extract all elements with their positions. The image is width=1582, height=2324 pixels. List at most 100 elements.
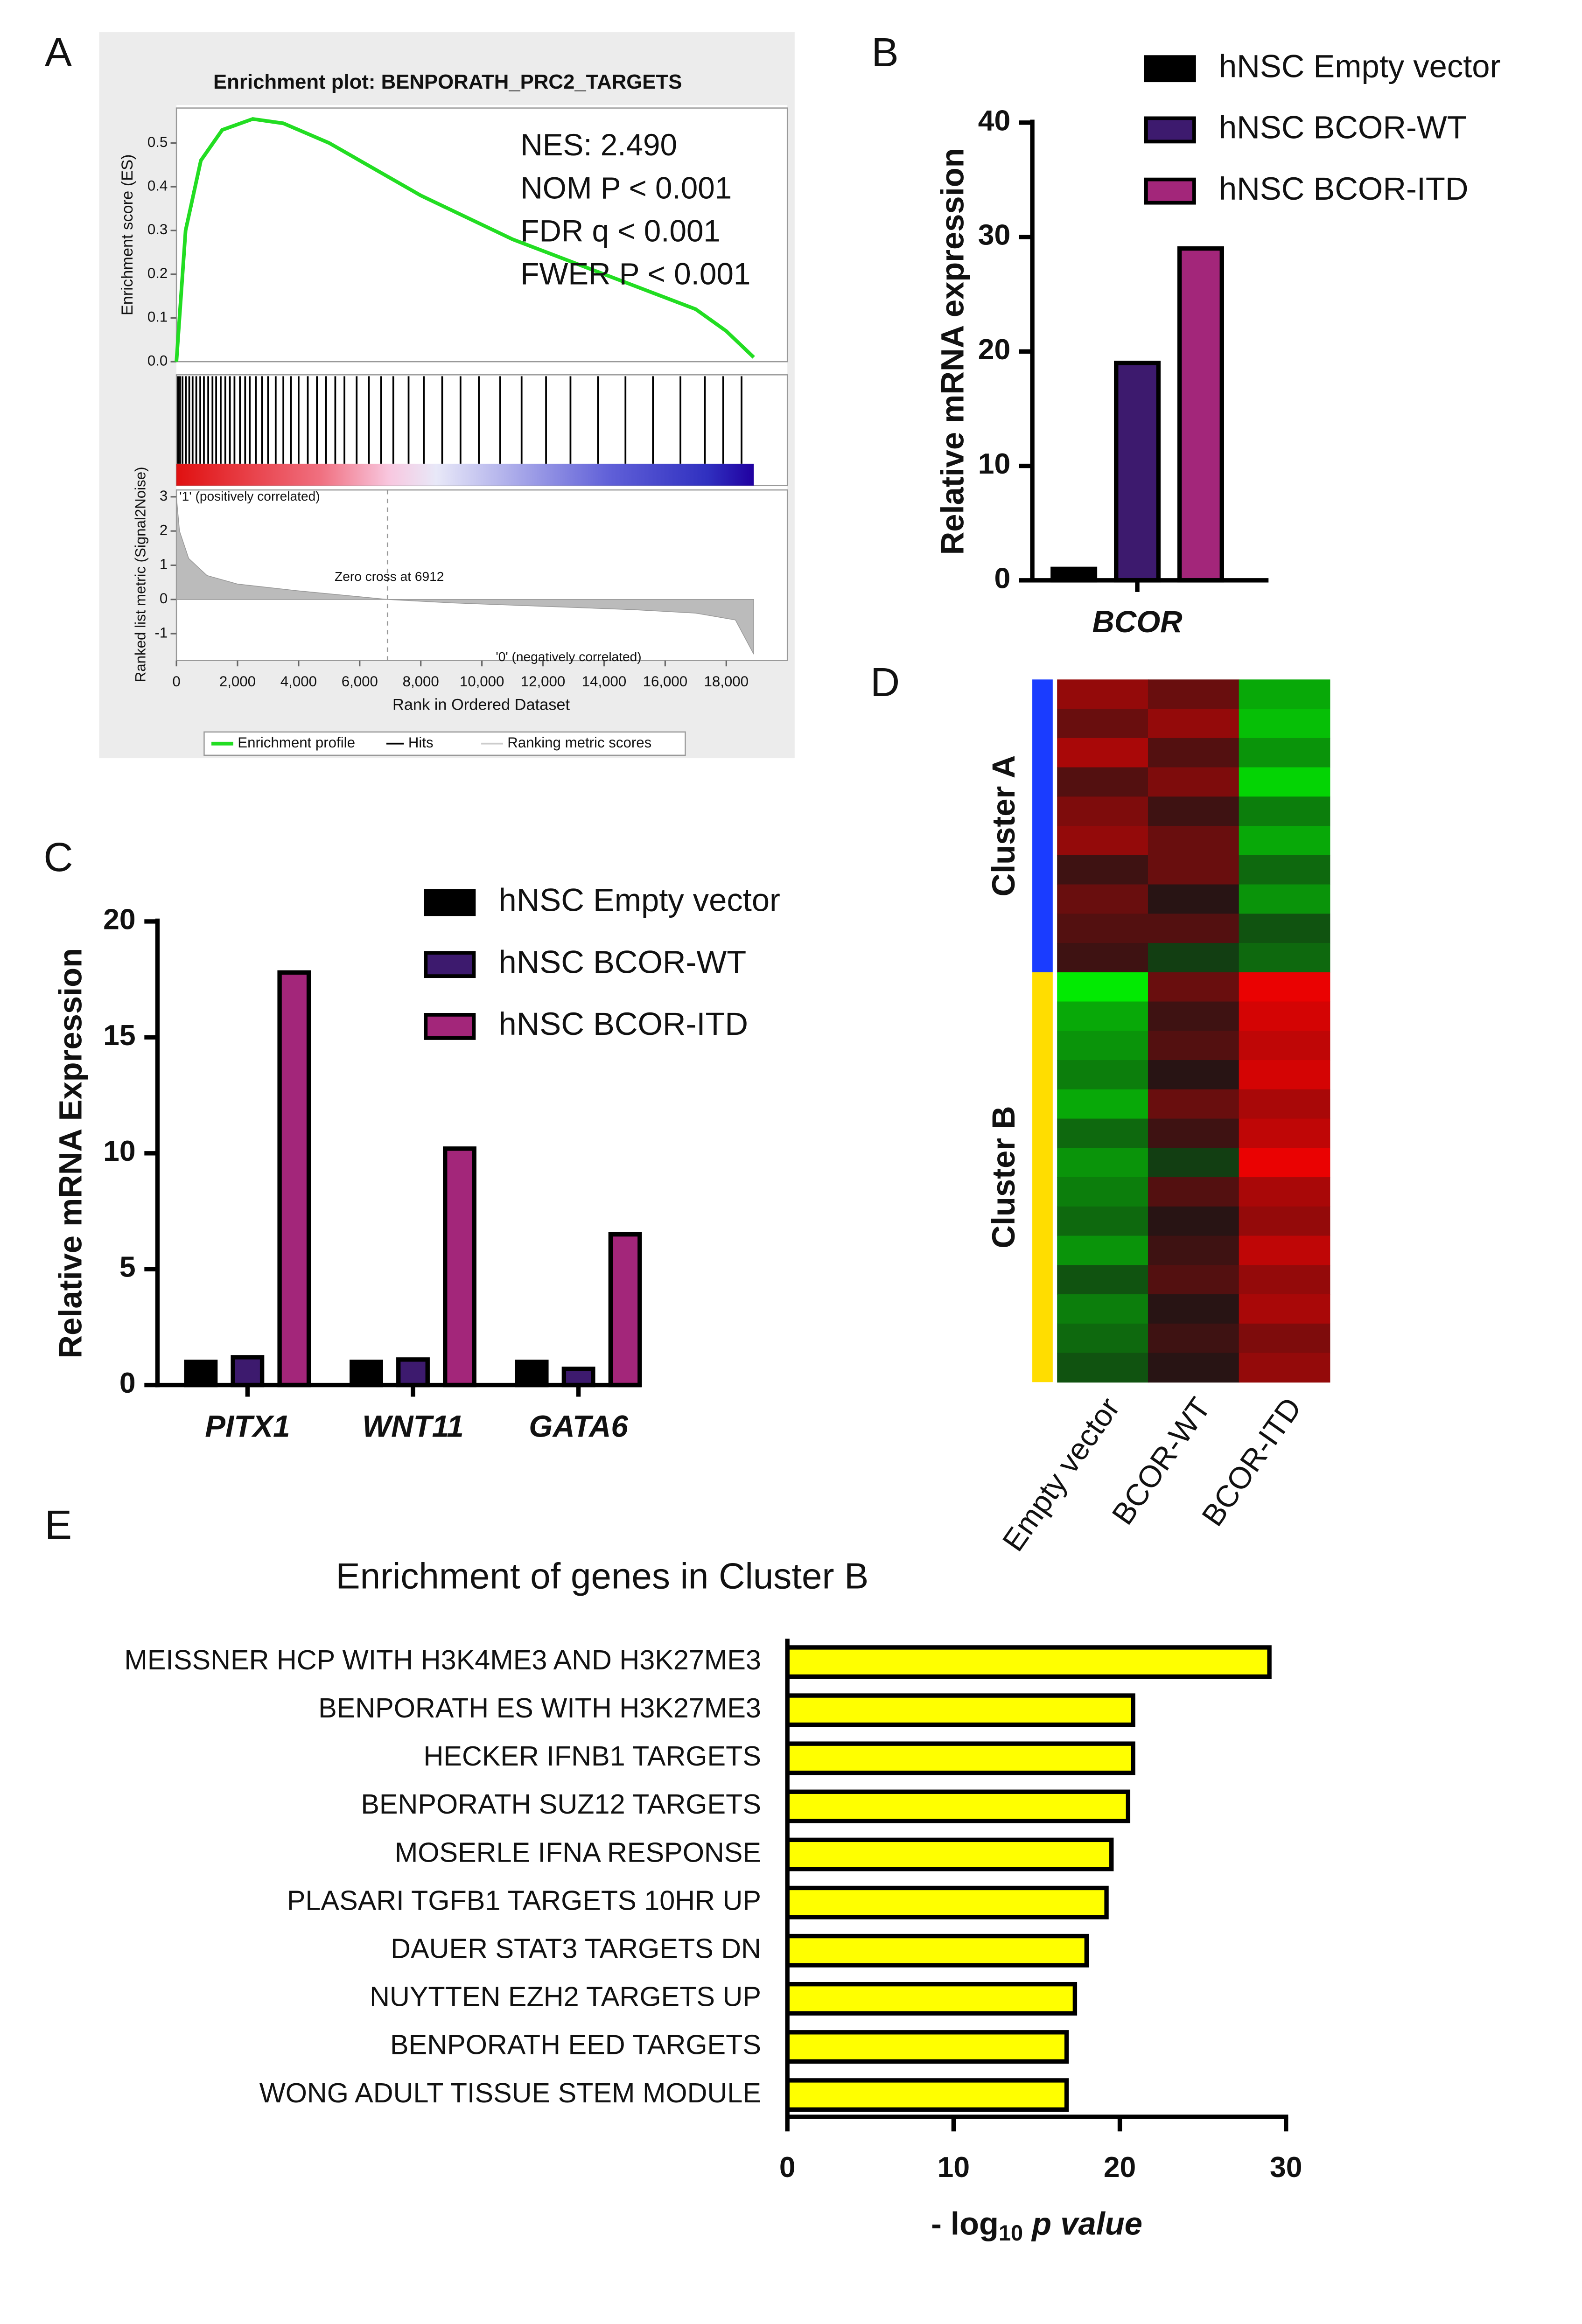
legend-label: hNSC BCOR-WT [499, 944, 747, 980]
heatmap-cell [1148, 1118, 1239, 1149]
bar [443, 1146, 476, 1388]
heatmap-cell [1239, 738, 1330, 768]
heatmap-cell [1057, 972, 1148, 1002]
bar [785, 2078, 1069, 2112]
x-tick-label: BCOR [1092, 605, 1182, 639]
y2-tick-label: -1 [155, 624, 168, 641]
heatmap-cell [1057, 1089, 1148, 1119]
y-tick-label: 15 [103, 1019, 135, 1052]
heatmap-cell [1148, 1353, 1239, 1383]
y2-axis-label: Ranked list metric (Signal2Noise) [132, 467, 148, 682]
stat-annotation: NES: 2.490 [520, 128, 677, 162]
heatmap-cell [1239, 1148, 1330, 1178]
heatmap-cell [1057, 884, 1148, 914]
heatmap-cell [1148, 1265, 1239, 1295]
heatmap-cell [1239, 826, 1330, 856]
heatmap-cell [1057, 738, 1148, 768]
x-tick-label: WNT11 [362, 1410, 464, 1444]
legend-box [203, 731, 686, 756]
plot-area [176, 105, 788, 661]
y-tick-label: 5 [119, 1251, 136, 1284]
heatmap-cell [1148, 855, 1239, 885]
plot-note: '1' (positively correlated) [179, 489, 320, 503]
y-tick-label: 40 [978, 104, 1010, 137]
x-tick-label: GATA6 [529, 1410, 628, 1444]
heatmap-cell [1239, 1265, 1330, 1295]
heatmap-cell [1239, 914, 1330, 943]
category-label: HECKER IFNB1 TARGETS [423, 1740, 761, 1772]
ranking-metric-area [176, 496, 754, 655]
heatmap-cell [1057, 796, 1148, 826]
y-tick-label: 10 [978, 447, 1010, 480]
cluster-label: Cluster A [986, 755, 1022, 897]
heatmap-cell [1057, 1118, 1148, 1149]
heatmap-cell [1148, 796, 1239, 826]
subplot-box [175, 374, 788, 487]
legend-label: hNSC Empty vector [1219, 48, 1500, 84]
heatmap-cell [1148, 1089, 1239, 1119]
heatmap-cell [1239, 884, 1330, 914]
heatmap-cell [1239, 679, 1330, 710]
heatmap-cell [1148, 884, 1239, 914]
y-tick-label: 10 [103, 1135, 135, 1167]
x-tick-label: 0 [779, 2151, 796, 2184]
bar [277, 970, 311, 1388]
heatmap-cell [1057, 767, 1148, 797]
heatmap-cell [1057, 855, 1148, 885]
x-tick-label: 2,000 [219, 673, 256, 690]
x-axis-label-part: p value [1023, 2205, 1142, 2241]
stat-annotation: FWER P < 0.001 [520, 257, 750, 291]
bar [1177, 246, 1224, 583]
heatmap-cell [1239, 943, 1330, 973]
cluster-bar [1032, 972, 1053, 1382]
heatmap-cell [1239, 1177, 1330, 1207]
heatmap-cell [1057, 1060, 1148, 1090]
heatmap-cell [1148, 972, 1239, 1002]
x-axis-label: - log10 p value [931, 2205, 1142, 2245]
y-tick-label: 0.4 [147, 178, 168, 194]
heatmap-cell [1239, 1001, 1330, 1032]
y-axis-label: Relative mRNA Expression [52, 948, 88, 1359]
heatmap-cell [1057, 1294, 1148, 1324]
heatmap-cell [1057, 943, 1148, 973]
heatmap-cell [1148, 943, 1239, 973]
x-tick-label: 6,000 [342, 673, 378, 690]
heatmap-cell [1239, 796, 1330, 826]
rank-gradient [176, 463, 754, 486]
heatmap-cell [1148, 826, 1239, 856]
category-label: NUYTTEN EZH2 TARGETS UP [370, 1981, 761, 2012]
bar [785, 1645, 1272, 1679]
x-tick-label: 30 [1270, 2151, 1302, 2184]
panel-letter: D [870, 659, 900, 705]
x-tick-label: 4,000 [280, 673, 317, 690]
heatmap-cell [1148, 1001, 1239, 1032]
heatmap-cell [1148, 1206, 1239, 1236]
bar [561, 1367, 595, 1388]
x-tick-label: 8,000 [403, 673, 439, 690]
x-tick-label: 10,000 [460, 673, 504, 690]
panel-letter: B [871, 29, 898, 75]
bar [785, 2030, 1069, 2064]
heatmap-cell [1057, 1206, 1148, 1236]
x-tick-label: 12,000 [521, 673, 566, 690]
legend-label: Enrichment profile [238, 734, 355, 751]
x-axis-label: Rank in Ordered Dataset [392, 696, 570, 714]
legend-label: Hits [408, 734, 434, 751]
heatmap-cell [1239, 1353, 1330, 1383]
plot-note: Zero cross at 6912 [335, 569, 444, 584]
plot-title: Enrichment plot: BENPORATH_PRC2_TARGETS [213, 70, 682, 93]
stat-annotation: NOM P < 0.001 [520, 171, 732, 205]
bar [184, 1360, 218, 1388]
x-tick-label: 16,000 [643, 673, 688, 690]
heatmap-cell [1057, 1001, 1148, 1032]
cluster-label: Cluster B [986, 1106, 1022, 1248]
y-tick-label: 0.2 [147, 265, 168, 281]
y2-tick-label: 1 [160, 556, 168, 572]
x-tick-label: 10 [938, 2151, 970, 2184]
heatmap-cell [1148, 767, 1239, 797]
y-tick-label: 0.0 [147, 352, 168, 369]
legend-swatch [1144, 116, 1196, 144]
heatmap-cell [1148, 1323, 1239, 1354]
plot-note: '0' (negatively correlated) [496, 649, 641, 664]
heatmap-cell [1057, 1031, 1148, 1061]
